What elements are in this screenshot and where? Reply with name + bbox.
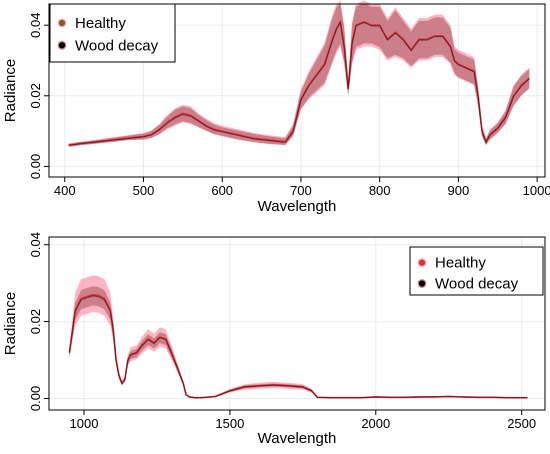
bottom-y-tick-label: 0.02 [28,309,43,334]
top-x-tick-label: 900 [448,183,470,198]
top-y-tick-label: 0.04 [28,13,43,38]
top-x-tick-label: 500 [133,183,155,198]
top-legend-label: Wood decay [75,37,159,54]
top-y-axis-title: Radiance [2,59,19,122]
bottom-legend-marker [418,280,426,287]
bottom-legend-label: Wood decay [435,276,519,293]
bottom-legend: Healthy Wood decay [409,246,544,296]
top-x-tick-label: 700 [290,183,312,198]
bottom-line-wood-decay [68,295,528,399]
bottom-x-tick-label: 1500 [215,416,244,431]
top-x-tick-label: 600 [211,183,233,198]
bottom-x-tick-label: 2500 [507,416,536,431]
bottom-x-tick-label: 1000 [70,416,99,431]
top-line-wood-decay [68,20,530,146]
top-legend-label: Healthy [75,15,126,32]
top-x-tick-label: 1000 [523,183,550,198]
bottom-legend-label: Healthy [435,255,486,272]
top-legend-marker [58,42,66,49]
top-legend-box [49,3,176,63]
top-x-axis-title: Wavelength [258,198,337,215]
bottom-y-tick-label: 0.04 [28,232,43,257]
bottom-panel: 1000 1500 2000 2500 0.00 0.02 0.04 Wavelength Ra… [2,232,546,447]
bottom-band-wood-decay [69,286,528,399]
bottom-y-tick-label: 0.00 [28,386,43,411]
bottom-y-axis-title: Radiance [2,292,19,355]
top-panel: 400 500 600 700 800 900 1000 0.00 0.02 0.04 Wavele… [2,0,550,215]
top-band-wood-decay [68,3,530,147]
top-legend-marker [58,19,66,27]
bottom-x-axis-title: Wavelength [258,430,337,447]
top-y-tick-label: 0.02 [28,83,43,108]
top-legend: Healthy Wood decay [49,3,176,63]
top-plot-frame [48,3,546,178]
bottom-legend-box [409,246,544,296]
top-x-tick-label: 800 [369,183,391,198]
bottom-plot-frame [48,236,546,411]
top-x-tick-label: 400 [54,183,76,198]
bottom-legend-marker [418,259,426,266]
bottom-x-tick-label: 2000 [361,416,390,431]
top-y-tick-label: 0.00 [28,154,43,179]
